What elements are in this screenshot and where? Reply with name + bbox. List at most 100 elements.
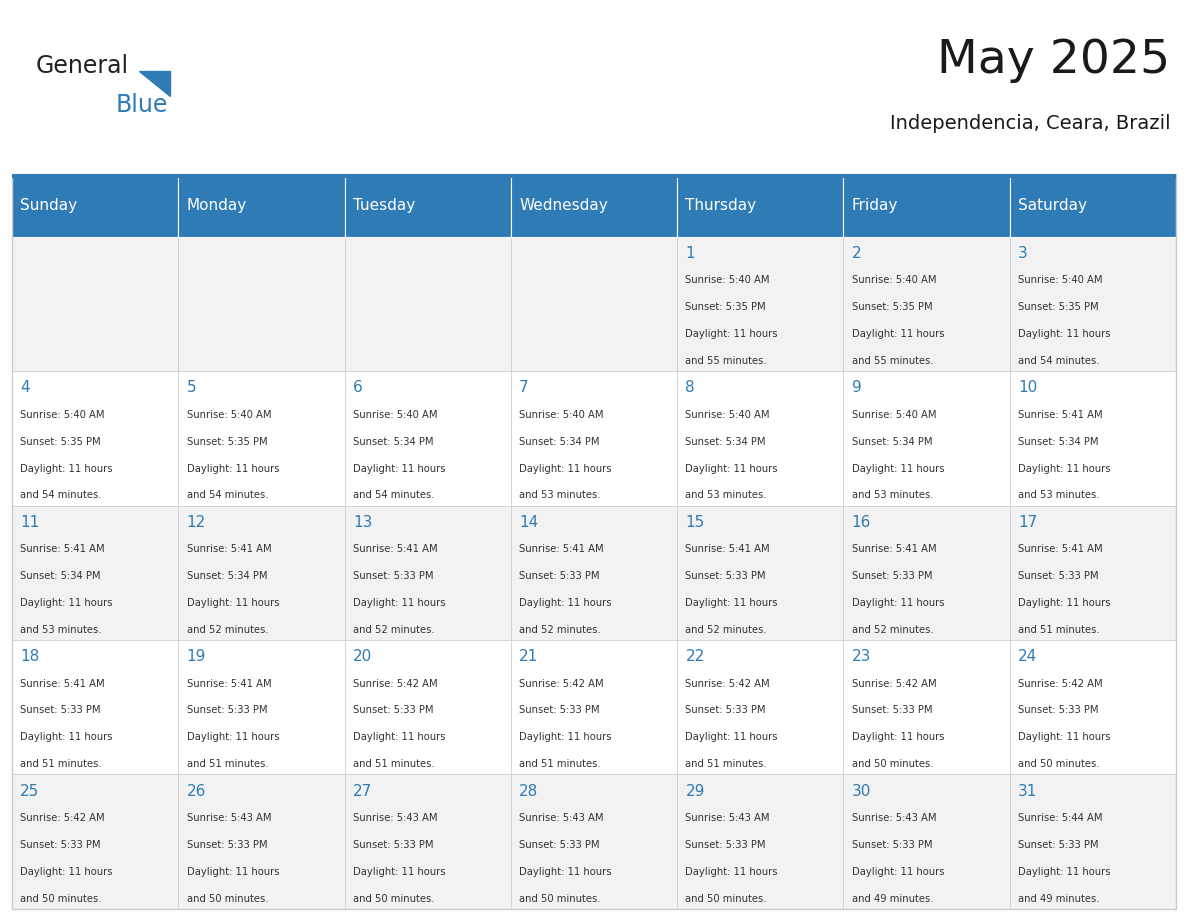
Text: 29: 29 bbox=[685, 784, 704, 799]
Text: Sunrise: 5:41 AM: Sunrise: 5:41 AM bbox=[20, 678, 105, 688]
Text: Sunset: 5:33 PM: Sunset: 5:33 PM bbox=[353, 705, 434, 715]
Bar bbox=[1010, 174, 1176, 237]
Text: 12: 12 bbox=[187, 515, 206, 530]
Text: 21: 21 bbox=[519, 649, 538, 665]
Text: Sunrise: 5:40 AM: Sunrise: 5:40 AM bbox=[353, 409, 437, 420]
Text: and 52 minutes.: and 52 minutes. bbox=[519, 625, 601, 635]
Text: Sunset: 5:33 PM: Sunset: 5:33 PM bbox=[187, 705, 267, 715]
Text: 14: 14 bbox=[519, 515, 538, 530]
Text: 22: 22 bbox=[685, 649, 704, 665]
Text: Tuesday: Tuesday bbox=[353, 198, 415, 213]
Text: Sunrise: 5:41 AM: Sunrise: 5:41 AM bbox=[1018, 409, 1102, 420]
Text: and 52 minutes.: and 52 minutes. bbox=[852, 625, 934, 635]
Text: Sunrise: 5:40 AM: Sunrise: 5:40 AM bbox=[852, 409, 936, 420]
Bar bbox=[677, 640, 843, 775]
Text: and 50 minutes.: and 50 minutes. bbox=[852, 759, 934, 769]
Bar bbox=[511, 371, 677, 506]
Text: and 50 minutes.: and 50 minutes. bbox=[353, 893, 435, 903]
Text: Sunrise: 5:40 AM: Sunrise: 5:40 AM bbox=[685, 409, 770, 420]
Bar bbox=[12, 174, 1176, 178]
Text: Sunset: 5:33 PM: Sunset: 5:33 PM bbox=[187, 840, 267, 850]
Text: 17: 17 bbox=[1018, 515, 1037, 530]
Text: Sunset: 5:35 PM: Sunset: 5:35 PM bbox=[20, 437, 101, 447]
Text: 1: 1 bbox=[685, 246, 695, 261]
Bar bbox=[1010, 640, 1176, 775]
Bar bbox=[12, 775, 178, 909]
Text: and 50 minutes.: and 50 minutes. bbox=[20, 893, 102, 903]
Text: Sunset: 5:33 PM: Sunset: 5:33 PM bbox=[353, 840, 434, 850]
Bar bbox=[1010, 775, 1176, 909]
Text: Thursday: Thursday bbox=[685, 198, 757, 213]
Bar bbox=[843, 506, 1010, 640]
Text: Sunset: 5:33 PM: Sunset: 5:33 PM bbox=[519, 571, 600, 581]
Bar bbox=[12, 174, 178, 237]
Text: 13: 13 bbox=[353, 515, 372, 530]
Text: Sunset: 5:33 PM: Sunset: 5:33 PM bbox=[685, 840, 766, 850]
Text: Sunset: 5:34 PM: Sunset: 5:34 PM bbox=[685, 437, 766, 447]
Bar bbox=[178, 371, 345, 506]
Text: and 50 minutes.: and 50 minutes. bbox=[519, 893, 601, 903]
Bar bbox=[843, 174, 1010, 237]
Text: Daylight: 11 hours: Daylight: 11 hours bbox=[353, 733, 446, 743]
Text: Daylight: 11 hours: Daylight: 11 hours bbox=[519, 733, 612, 743]
Bar bbox=[178, 506, 345, 640]
Text: Daylight: 11 hours: Daylight: 11 hours bbox=[519, 598, 612, 608]
Bar bbox=[178, 174, 345, 237]
Text: Sunrise: 5:40 AM: Sunrise: 5:40 AM bbox=[187, 409, 271, 420]
Text: 2: 2 bbox=[852, 246, 861, 261]
Text: Daylight: 11 hours: Daylight: 11 hours bbox=[685, 733, 778, 743]
Text: and 51 minutes.: and 51 minutes. bbox=[519, 759, 601, 769]
Text: and 50 minutes.: and 50 minutes. bbox=[187, 893, 268, 903]
Bar bbox=[677, 775, 843, 909]
Bar bbox=[511, 237, 677, 371]
Text: Sunset: 5:33 PM: Sunset: 5:33 PM bbox=[852, 840, 933, 850]
Text: Daylight: 11 hours: Daylight: 11 hours bbox=[1018, 733, 1111, 743]
Text: 25: 25 bbox=[20, 784, 39, 799]
Text: Sunrise: 5:43 AM: Sunrise: 5:43 AM bbox=[519, 813, 604, 823]
Bar bbox=[345, 174, 511, 237]
Text: 26: 26 bbox=[187, 784, 206, 799]
Text: Sunset: 5:33 PM: Sunset: 5:33 PM bbox=[519, 840, 600, 850]
Text: 4: 4 bbox=[20, 380, 30, 396]
Text: Sunrise: 5:40 AM: Sunrise: 5:40 AM bbox=[1018, 275, 1102, 285]
Bar bbox=[511, 775, 677, 909]
Text: Daylight: 11 hours: Daylight: 11 hours bbox=[20, 867, 113, 877]
Text: Sunset: 5:33 PM: Sunset: 5:33 PM bbox=[852, 705, 933, 715]
Text: 23: 23 bbox=[852, 649, 871, 665]
Text: 3: 3 bbox=[1018, 246, 1028, 261]
Bar bbox=[1010, 506, 1176, 640]
Text: and 49 minutes.: and 49 minutes. bbox=[1018, 893, 1100, 903]
Text: Daylight: 11 hours: Daylight: 11 hours bbox=[187, 733, 279, 743]
Text: Daylight: 11 hours: Daylight: 11 hours bbox=[187, 867, 279, 877]
Text: Wednesday: Wednesday bbox=[519, 198, 608, 213]
Text: Daylight: 11 hours: Daylight: 11 hours bbox=[1018, 598, 1111, 608]
Text: Sunrise: 5:41 AM: Sunrise: 5:41 AM bbox=[353, 544, 437, 554]
Text: and 52 minutes.: and 52 minutes. bbox=[187, 625, 268, 635]
Text: and 53 minutes.: and 53 minutes. bbox=[519, 490, 601, 500]
Text: Monday: Monday bbox=[187, 198, 247, 213]
Text: Sunset: 5:33 PM: Sunset: 5:33 PM bbox=[20, 705, 101, 715]
Text: Daylight: 11 hours: Daylight: 11 hours bbox=[852, 330, 944, 339]
Text: Sunset: 5:33 PM: Sunset: 5:33 PM bbox=[1018, 840, 1099, 850]
Text: and 51 minutes.: and 51 minutes. bbox=[353, 759, 435, 769]
Text: Daylight: 11 hours: Daylight: 11 hours bbox=[685, 867, 778, 877]
Text: and 53 minutes.: and 53 minutes. bbox=[852, 490, 934, 500]
Bar bbox=[677, 371, 843, 506]
Text: Sunrise: 5:43 AM: Sunrise: 5:43 AM bbox=[187, 813, 271, 823]
Text: Daylight: 11 hours: Daylight: 11 hours bbox=[852, 867, 944, 877]
Bar bbox=[843, 640, 1010, 775]
Text: Sunrise: 5:43 AM: Sunrise: 5:43 AM bbox=[685, 813, 770, 823]
Text: and 54 minutes.: and 54 minutes. bbox=[353, 490, 435, 500]
Text: Sunset: 5:33 PM: Sunset: 5:33 PM bbox=[852, 571, 933, 581]
Text: May 2025: May 2025 bbox=[937, 38, 1170, 83]
Text: 6: 6 bbox=[353, 380, 362, 396]
Text: Daylight: 11 hours: Daylight: 11 hours bbox=[353, 867, 446, 877]
Text: 31: 31 bbox=[1018, 784, 1037, 799]
Text: Daylight: 11 hours: Daylight: 11 hours bbox=[20, 464, 113, 474]
Text: Sunset: 5:33 PM: Sunset: 5:33 PM bbox=[20, 840, 101, 850]
Text: and 55 minutes.: and 55 minutes. bbox=[685, 356, 767, 366]
Text: 19: 19 bbox=[187, 649, 206, 665]
Text: 9: 9 bbox=[852, 380, 861, 396]
Text: Independencia, Ceara, Brazil: Independencia, Ceara, Brazil bbox=[890, 114, 1170, 133]
Text: Daylight: 11 hours: Daylight: 11 hours bbox=[852, 598, 944, 608]
